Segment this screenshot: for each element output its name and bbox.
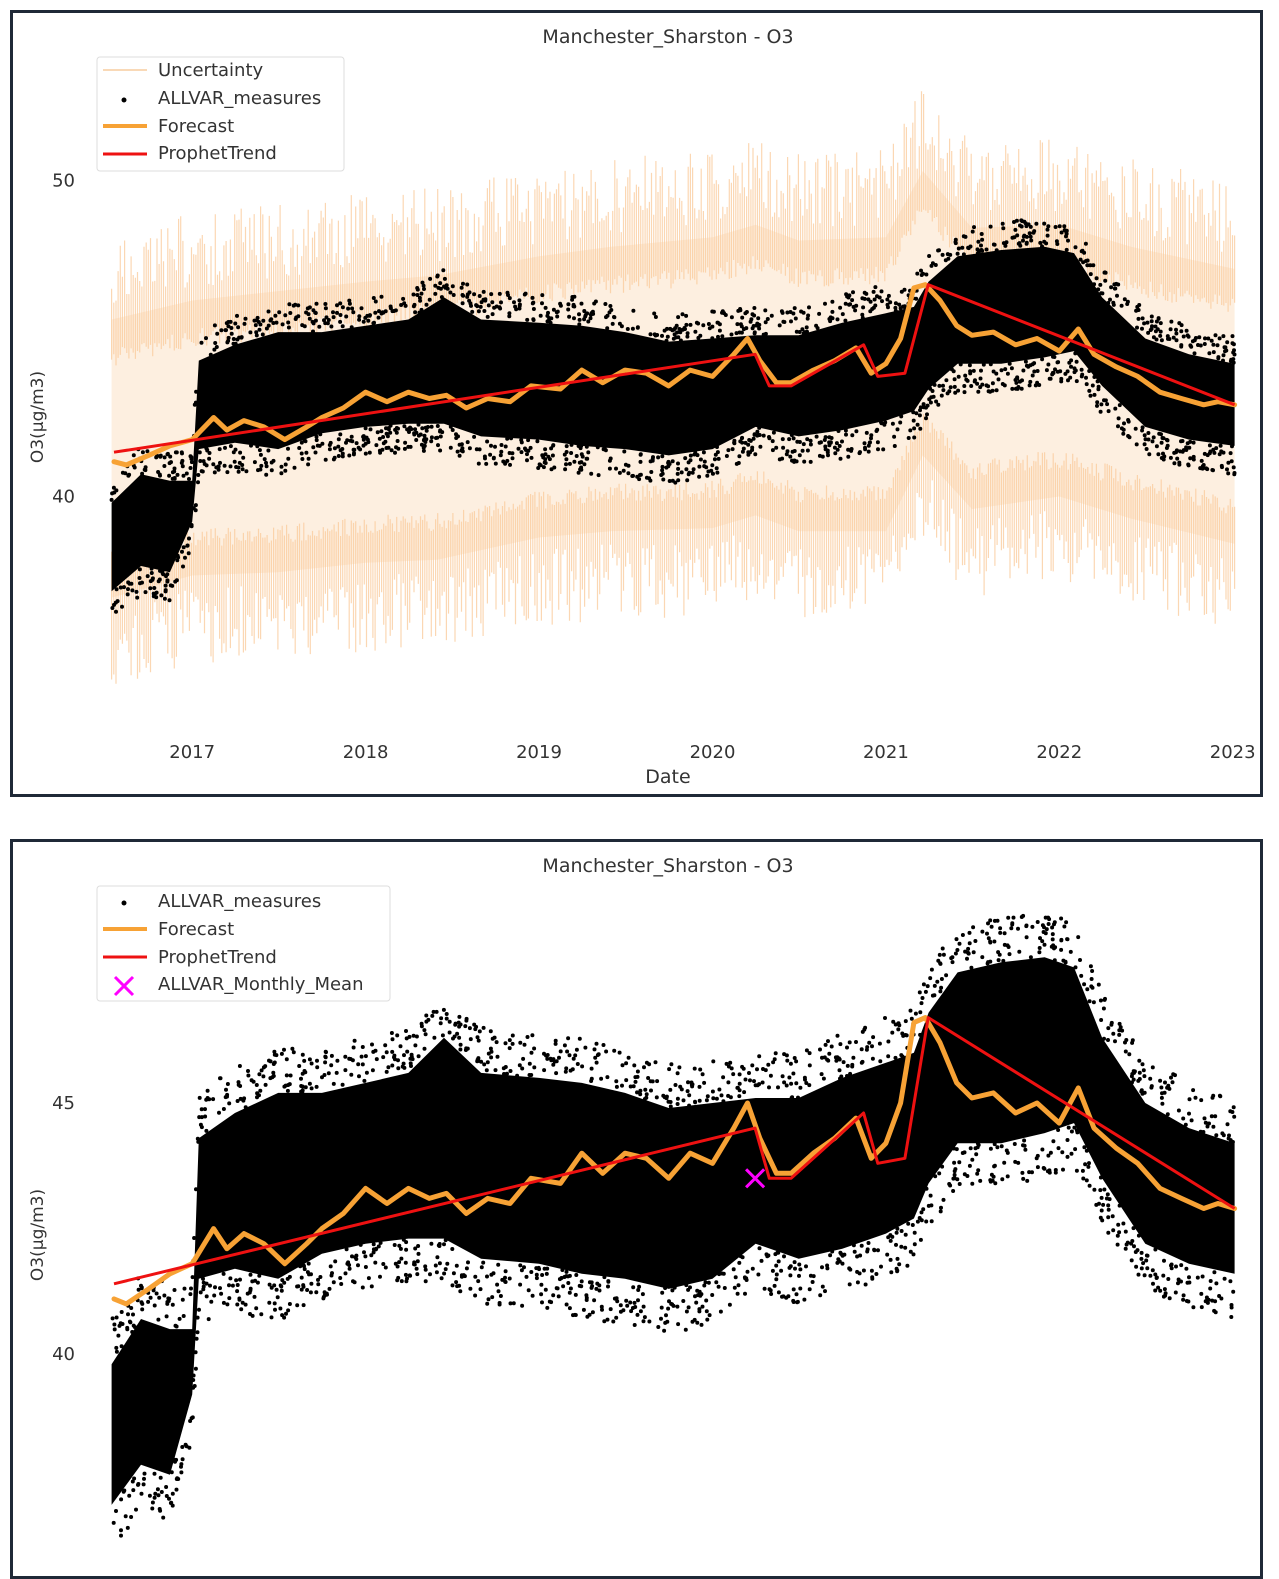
x-tick-label: 2020 (690, 742, 736, 763)
forecast-line (111, 282, 1238, 468)
x-tick-label: 2022 (1036, 742, 1082, 763)
chart-title: Manchester_Sharston - O3 (542, 26, 793, 48)
y-tick-label: 40 (52, 487, 75, 508)
legend-monthly-mean-label: ALLVAR_Monthly_Mean (158, 974, 364, 995)
legend-measures-swatch (121, 97, 127, 103)
x-tick-label: 2021 (863, 742, 909, 763)
legend: Uncertainty ALLVAR_measures Forecast Pro… (96, 56, 345, 172)
forecast-uncertainty-chart: Manchester_Sharston - O3 Date O3(µg/m3) … (13, 13, 1260, 794)
legend-measures-label: ALLVAR_measures (158, 891, 321, 912)
y-axis-label: O3(µg/m3) (28, 1189, 48, 1281)
forecast-monthly-mean-chart: Manchester_Sharston - O3 O3(µg/m3) 4045 … (13, 842, 1260, 1576)
legend-measures-label: ALLVAR_measures (158, 88, 321, 109)
y-tick-label: 45 (52, 1093, 75, 1114)
y-tick-label: 40 (52, 1344, 75, 1365)
legend-monthly-mean-swatch (113, 975, 135, 997)
legend-forecast-label: Forecast (158, 116, 234, 137)
x-tick-label: 2018 (343, 742, 389, 763)
x-axis-label: Date (645, 766, 690, 788)
y-axis-label: O3(µg/m3) (28, 371, 48, 463)
monthly-mean-marker (745, 1168, 766, 1189)
measures-band (111, 957, 1235, 1505)
legend-trend-label: ProphetTrend (158, 947, 277, 968)
measures-band (111, 246, 1235, 592)
legend-trend-label: ProphetTrend (158, 143, 277, 164)
legend-forecast-label: Forecast (158, 919, 234, 940)
chart-panel-top: Manchester_Sharston - O3 Date O3(µg/m3) … (10, 10, 1263, 797)
legend-box (96, 885, 391, 1002)
legend-measures-swatch (121, 900, 127, 906)
x-tick-label: 2019 (516, 742, 562, 763)
x-tick-label: 2017 (169, 742, 215, 763)
legend: ALLVAR_measures Forecast ProphetTrend AL… (96, 885, 391, 1002)
y-tick-label: 50 (52, 170, 75, 191)
legend-uncertainty-label: Uncertainty (158, 60, 264, 81)
forecast-line (111, 1015, 1238, 1307)
x-tick-label: 2023 (1210, 742, 1256, 763)
uncertainty-band-spikes (111, 91, 1236, 684)
chart-panel-bottom: Manchester_Sharston - O3 O3(µg/m3) 40 45 … (10, 839, 1263, 1579)
chart-title: Manchester_Sharston - O3 (542, 855, 793, 877)
legend-box (96, 56, 345, 172)
trend-line (113, 1016, 1236, 1286)
trend-line (113, 283, 1236, 454)
